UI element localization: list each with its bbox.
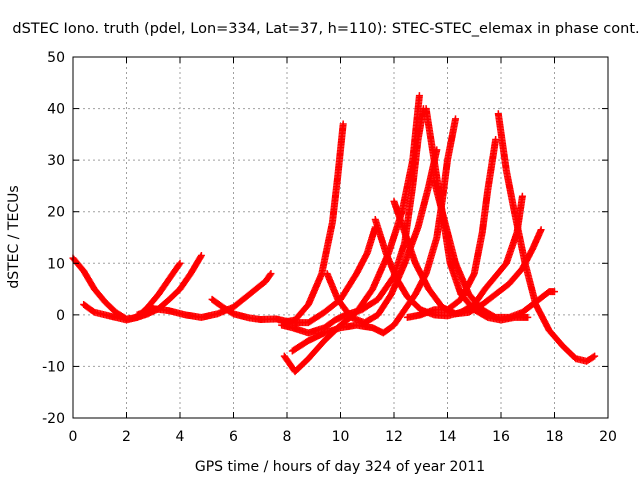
data-point [176,259,184,267]
data-point [197,252,205,260]
data-series-15 [494,110,599,365]
data-point [551,288,558,296]
grid-layer [73,57,608,418]
data-layer [69,92,599,376]
x-tick-label: 12 [385,429,403,445]
data-series-14 [403,136,500,321]
y-tick-label: -20 [42,411,65,427]
y-tick-label: 30 [47,153,65,169]
data-series-5 [278,105,427,337]
y-tick-label: 20 [47,205,65,221]
data-point [589,353,597,361]
data-point [524,313,532,321]
x-axis-label: GPS time / hours of day 324 of year 2011 [195,459,485,475]
x-tick-label: 20 [599,429,617,445]
data-point [267,270,275,278]
data-point [175,261,183,269]
y-tick-label: -10 [42,359,65,375]
y-axis-label: dSTEC / TECUs [6,185,22,288]
data-point [537,226,545,234]
x-tick-label: 8 [283,429,292,445]
x-tick-label: 10 [332,429,350,445]
x-tick-label: 14 [439,429,457,445]
x-tick-label: 18 [546,429,564,445]
data-point [591,352,599,360]
x-tick-label: 0 [69,429,78,445]
y-tick-label: 10 [47,256,65,272]
data-point [197,253,205,261]
data-point [492,136,500,144]
data-point [266,271,274,279]
axes-layer: 0 2 4 6 8 10 12 14 16 18 20 -20 -10 0 10 20 30 40 50 [42,50,617,445]
x-tick-label: 2 [122,429,131,445]
data-point [339,120,347,128]
chart-title: dSTEC Iono. truth (pdel, Lon=334, Lat=37… [12,21,639,37]
data-series-13 [422,105,532,324]
x-tick-label: 6 [229,429,238,445]
y-tick-label: 50 [47,50,65,66]
x-tick-label: 16 [492,429,510,445]
data-point [415,92,423,100]
y-tick-label: 0 [56,308,65,324]
x-tick-label: 4 [176,429,185,445]
y-tick-label: 40 [47,102,65,118]
data-point [518,192,526,200]
data-point [452,115,460,123]
